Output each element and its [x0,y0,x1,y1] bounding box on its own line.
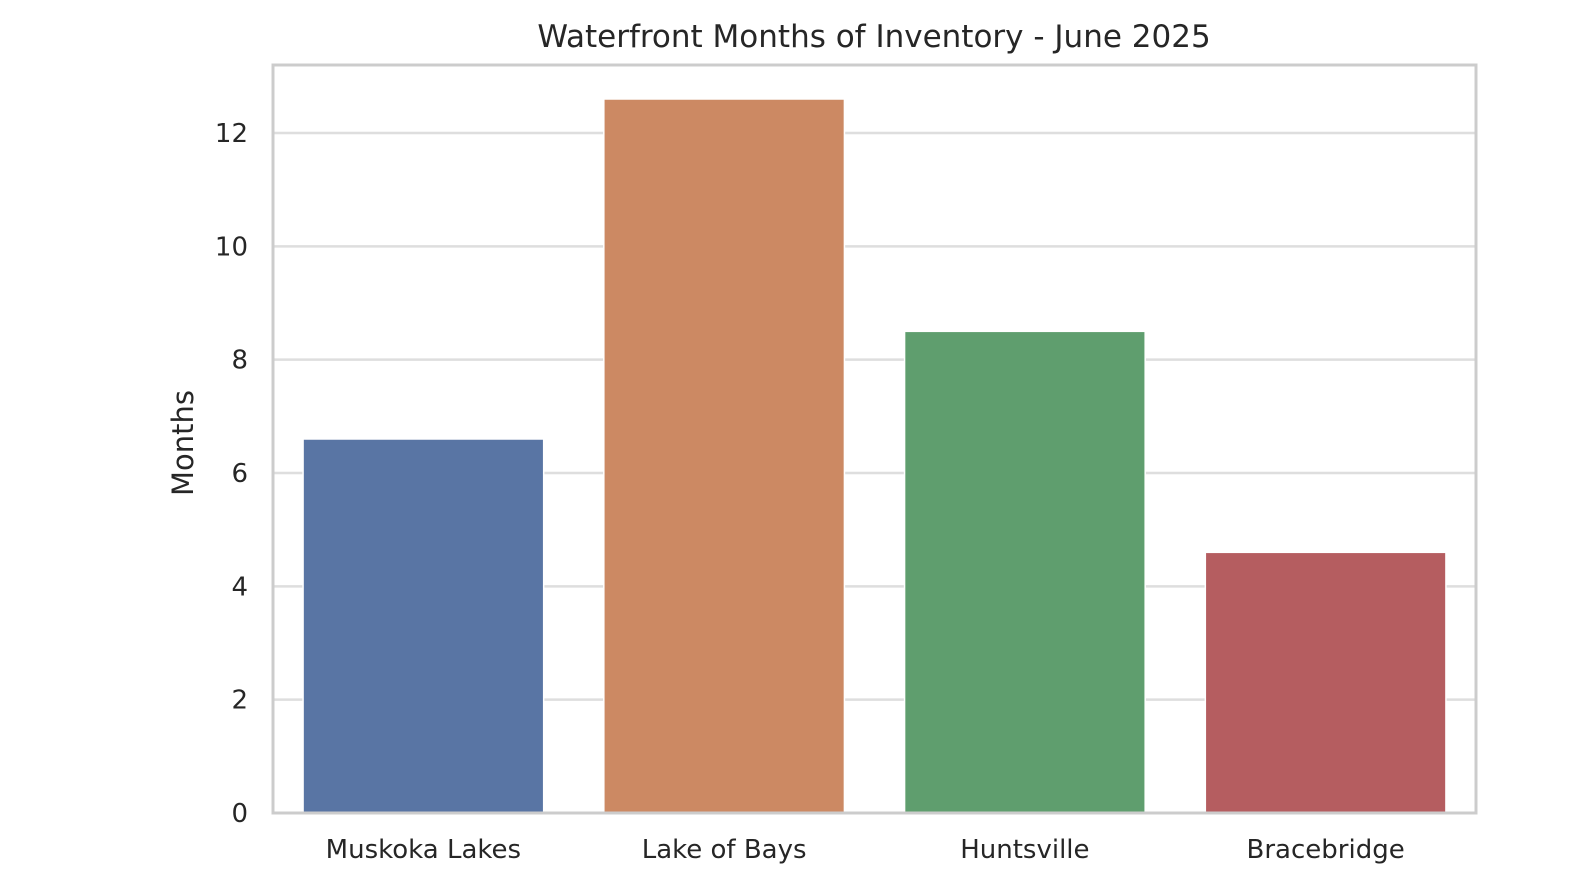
bars [302,98,1447,814]
y-tick-label: 4 [231,572,248,602]
x-tick-label: Muskoka Lakes [326,835,521,865]
y-tick-label: 12 [215,119,248,149]
y-tick-label: 10 [215,232,248,262]
y-tick-label: 0 [231,799,248,829]
y-tick-label: 6 [231,459,248,489]
chart-title: Waterfront Months of Inventory - June 20… [537,19,1210,55]
x-tick-label: Bracebridge [1247,835,1405,865]
bar-huntsville [903,330,1146,814]
y-axis-label: Months [166,390,200,496]
bar-lake-of-bays [603,98,846,814]
plot-frame [271,63,1478,815]
y-tick-labels: 0 2 4 6 8 10 12 [215,119,248,829]
y-tick-label: 2 [231,686,248,716]
x-tick-label: Huntsville [960,835,1089,865]
bar-bracebridge [1204,551,1447,814]
x-tick-labels: Muskoka Lakes Lake of Bays Huntsville Brace… [326,835,1405,865]
x-tick-label: Lake of Bays [642,835,807,865]
y-tick-label: 8 [231,346,248,376]
bar-muskoka-lakes [302,438,545,814]
